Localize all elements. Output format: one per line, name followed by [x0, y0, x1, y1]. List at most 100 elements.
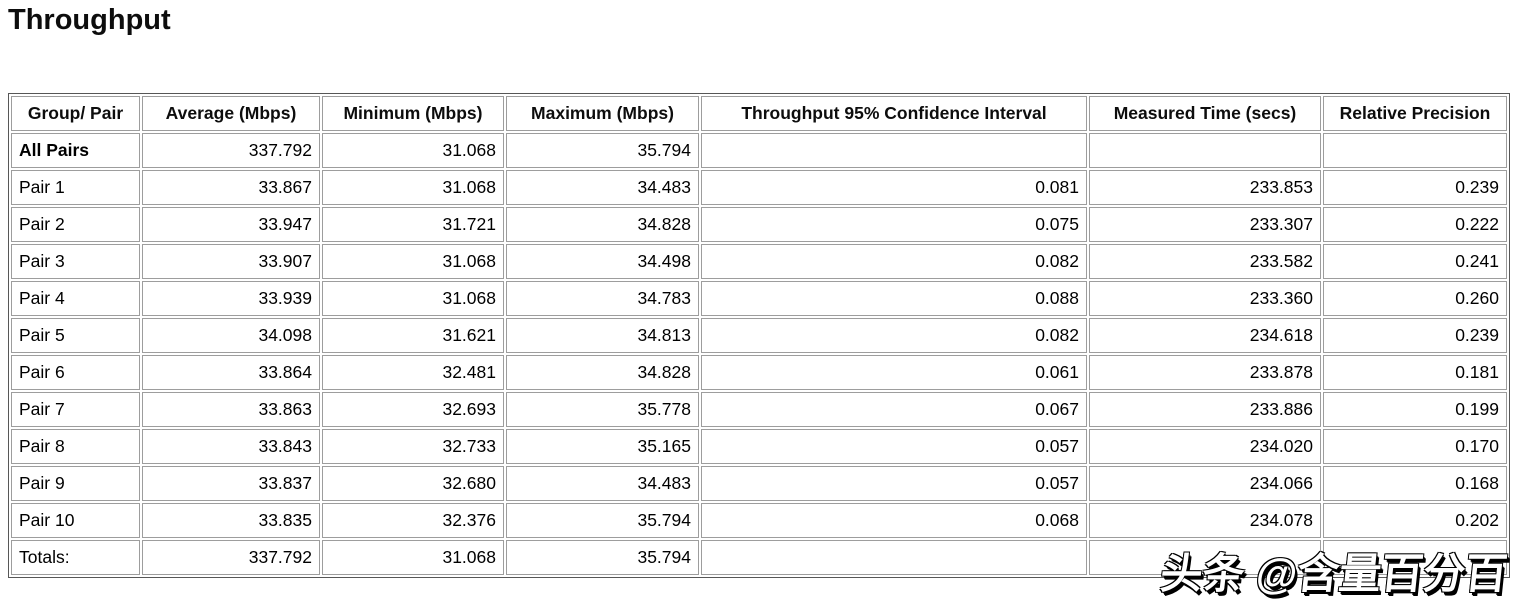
- column-header: Average (Mbps): [142, 96, 320, 131]
- value-cell: 234.618: [1089, 318, 1321, 353]
- value-cell: 31.068: [322, 281, 504, 316]
- table-row: Pair 1 33.867 31.068 34.483 0.081 233.853 0.23…: [11, 170, 1507, 205]
- value-cell: 0.075: [701, 207, 1087, 242]
- value-cell: [1089, 540, 1321, 575]
- value-cell: 234.020: [1089, 429, 1321, 464]
- value-cell: 33.837: [142, 466, 320, 501]
- value-cell: 0.202: [1323, 503, 1507, 538]
- row-label: Pair 6: [11, 355, 140, 390]
- value-cell: 0.067: [701, 392, 1087, 427]
- value-cell: 32.680: [322, 466, 504, 501]
- value-cell: 0.088: [701, 281, 1087, 316]
- value-cell: 31.068: [322, 540, 504, 575]
- value-cell: 0.057: [701, 466, 1087, 501]
- row-label: Pair 7: [11, 392, 140, 427]
- value-cell: [701, 540, 1087, 575]
- table-row: Pair 4 33.939 31.068 34.783 0.088 233.360 0.26…: [11, 281, 1507, 316]
- value-cell: 34.828: [506, 355, 699, 390]
- value-cell: 0.168: [1323, 466, 1507, 501]
- value-cell: 0.061: [701, 355, 1087, 390]
- value-cell: 34.498: [506, 244, 699, 279]
- table-row: Pair 9 33.837 32.680 34.483 0.057 234.066 0.16…: [11, 466, 1507, 501]
- value-cell: 35.794: [506, 540, 699, 575]
- value-cell: [1089, 133, 1321, 168]
- value-cell: 0.082: [701, 244, 1087, 279]
- value-cell: 233.307: [1089, 207, 1321, 242]
- value-cell: 34.828: [506, 207, 699, 242]
- value-cell: 0.170: [1323, 429, 1507, 464]
- value-cell: 33.939: [142, 281, 320, 316]
- row-label: Pair 10: [11, 503, 140, 538]
- row-label: Pair 9: [11, 466, 140, 501]
- value-cell: 32.376: [322, 503, 504, 538]
- value-cell: 0.082: [701, 318, 1087, 353]
- value-cell: 233.886: [1089, 392, 1321, 427]
- value-cell: 32.733: [322, 429, 504, 464]
- value-cell: 337.792: [142, 133, 320, 168]
- value-cell: 0.081: [701, 170, 1087, 205]
- value-cell: 33.907: [142, 244, 320, 279]
- row-label: All Pairs: [11, 133, 140, 168]
- page-title: Throughput: [8, 4, 171, 36]
- value-cell: 34.483: [506, 170, 699, 205]
- value-cell: 32.693: [322, 392, 504, 427]
- value-cell: 0.057: [701, 429, 1087, 464]
- row-label: Pair 2: [11, 207, 140, 242]
- table-row: Pair 3 33.907 31.068 34.498 0.082 233.582 0.24…: [11, 244, 1507, 279]
- value-cell: 31.068: [322, 170, 504, 205]
- row-label: Pair 8: [11, 429, 140, 464]
- value-cell: 34.098: [142, 318, 320, 353]
- value-cell: 31.621: [322, 318, 504, 353]
- value-cell: 233.360: [1089, 281, 1321, 316]
- row-label: Pair 1: [11, 170, 140, 205]
- throughput-table: Group/ Pair Average (Mbps) Minimum (Mbps) M…: [8, 93, 1510, 578]
- row-label: Pair 3: [11, 244, 140, 279]
- value-cell: 35.778: [506, 392, 699, 427]
- column-header: Maximum (Mbps): [506, 96, 699, 131]
- table-row: Pair 6 33.864 32.481 34.828 0.061 233.878 0.18…: [11, 355, 1507, 390]
- row-label: Pair 5: [11, 318, 140, 353]
- value-cell: 0.239: [1323, 318, 1507, 353]
- value-cell: 0.239: [1323, 170, 1507, 205]
- value-cell: 33.947: [142, 207, 320, 242]
- value-cell: 0.260: [1323, 281, 1507, 316]
- table-row: Pair 2 33.947 31.721 34.828 0.075 233.307 0.22…: [11, 207, 1507, 242]
- column-header: Group/ Pair: [11, 96, 140, 131]
- table-row: Totals: 337.792 31.068 35.794: [11, 540, 1507, 575]
- table-row: Pair 5 34.098 31.621 34.813 0.082 234.618 0.23…: [11, 318, 1507, 353]
- row-label: Pair 4: [11, 281, 140, 316]
- table-row: All Pairs 337.792 31.068 35.794: [11, 133, 1507, 168]
- value-cell: 0.199: [1323, 392, 1507, 427]
- value-cell: [701, 133, 1087, 168]
- value-cell: 34.783: [506, 281, 699, 316]
- value-cell: 31.068: [322, 133, 504, 168]
- value-cell: 32.481: [322, 355, 504, 390]
- value-cell: 337.792: [142, 540, 320, 575]
- value-cell: 233.582: [1089, 244, 1321, 279]
- value-cell: 33.867: [142, 170, 320, 205]
- value-cell: 234.066: [1089, 466, 1321, 501]
- value-cell: 33.863: [142, 392, 320, 427]
- value-cell: 33.835: [142, 503, 320, 538]
- value-cell: 35.794: [506, 503, 699, 538]
- value-cell: [1323, 133, 1507, 168]
- value-cell: [1323, 540, 1507, 575]
- value-cell: 233.878: [1089, 355, 1321, 390]
- value-cell: 234.078: [1089, 503, 1321, 538]
- row-label: Totals:: [11, 540, 140, 575]
- value-cell: 0.222: [1323, 207, 1507, 242]
- table-row: Pair 8 33.843 32.733 35.165 0.057 234.020 0.17…: [11, 429, 1507, 464]
- column-header: Throughput 95% Confidence Interval: [701, 96, 1087, 131]
- value-cell: 34.483: [506, 466, 699, 501]
- value-cell: 35.794: [506, 133, 699, 168]
- value-cell: 33.843: [142, 429, 320, 464]
- table-header-row: Group/ Pair Average (Mbps) Minimum (Mbps) M…: [11, 96, 1507, 131]
- column-header: Relative Precision: [1323, 96, 1507, 131]
- value-cell: 33.864: [142, 355, 320, 390]
- table-row: Pair 10 33.835 32.376 35.794 0.068 234.078 0.2…: [11, 503, 1507, 538]
- value-cell: 0.241: [1323, 244, 1507, 279]
- value-cell: 31.068: [322, 244, 504, 279]
- value-cell: 233.853: [1089, 170, 1321, 205]
- value-cell: 31.721: [322, 207, 504, 242]
